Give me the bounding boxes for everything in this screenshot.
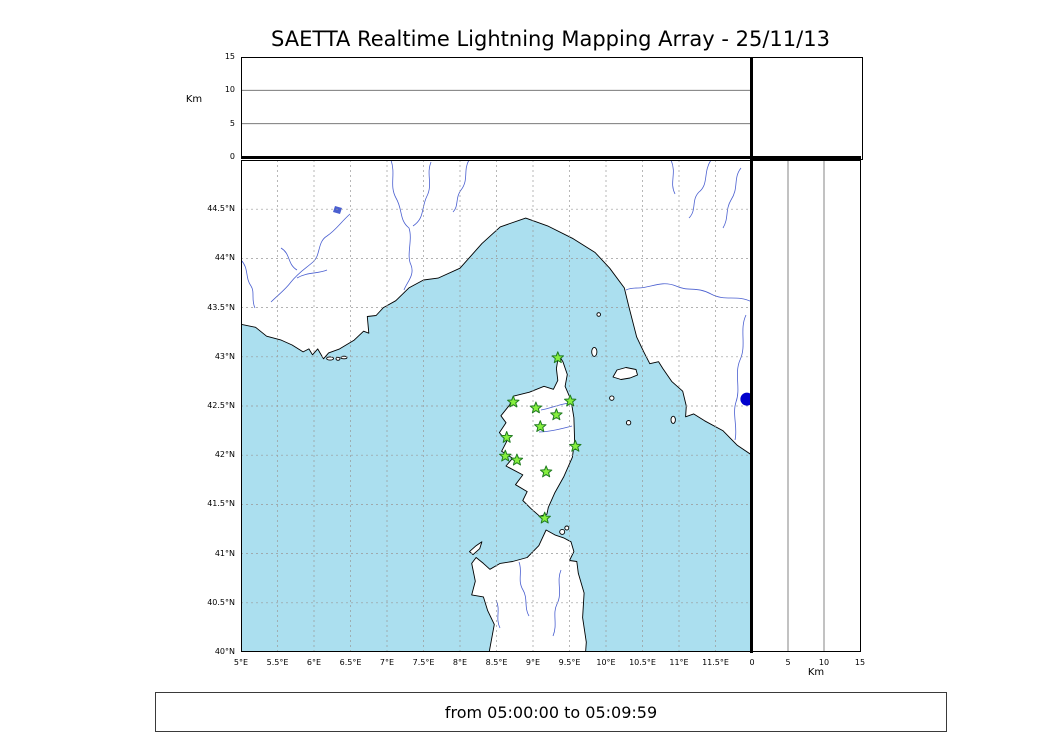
lon-tick-label: 11.5°E xyxy=(702,658,729,667)
right-altitude-axis-label: Km xyxy=(807,667,825,678)
map-gridlines xyxy=(241,160,752,652)
station-star xyxy=(534,420,547,432)
lon-tick-label: 8.5°E xyxy=(485,658,508,667)
lon-tick-label: 7.5°E xyxy=(412,658,435,667)
lat-tick-label: 41°N xyxy=(214,548,235,558)
station-star xyxy=(500,431,513,443)
island-porquerolles xyxy=(326,356,335,361)
station-markers xyxy=(499,351,582,524)
lon-tick-label: 9.5°E xyxy=(558,658,581,667)
lake-serre-poncon xyxy=(333,206,342,214)
river xyxy=(452,160,470,213)
time-range-text: from 05:00:00 to 05:09:59 xyxy=(444,702,658,722)
river xyxy=(241,259,256,309)
river xyxy=(688,160,712,219)
plot-title: SAETTA Realtime Lightning Mapping Array … xyxy=(271,27,830,51)
map-panel xyxy=(241,160,752,652)
station-star xyxy=(529,401,543,414)
lat-tick-label: 40°N xyxy=(214,647,235,656)
station-star xyxy=(510,453,524,466)
river xyxy=(296,269,328,279)
station-star xyxy=(551,351,564,364)
right-panel-gridlines xyxy=(787,160,825,652)
island-maddalena xyxy=(559,528,566,535)
river xyxy=(540,402,570,411)
event-markers xyxy=(740,392,752,406)
landmasses xyxy=(241,160,752,652)
river xyxy=(722,167,742,229)
island-port-cros xyxy=(335,356,341,361)
lon-tick-label: 7°E xyxy=(379,658,395,667)
island-maddalena-2 xyxy=(564,525,570,531)
river xyxy=(625,283,752,303)
river xyxy=(412,161,432,227)
altitude-tick-label: 15 xyxy=(224,52,235,61)
lon-tick-label: 9°E xyxy=(525,658,541,667)
island-gorgona xyxy=(596,312,601,317)
island-elba xyxy=(612,367,638,380)
thick-vertical-separator xyxy=(750,57,753,653)
lon-tick-label: 6°E xyxy=(306,658,322,667)
lat-tick-label: 43.5°N xyxy=(207,302,235,312)
lon-tick-label: 11°E xyxy=(669,658,689,667)
lon-tick-label: 10.5°E xyxy=(629,658,656,667)
island-asinara xyxy=(469,541,483,556)
river xyxy=(552,569,562,637)
altitude-longitude-panel xyxy=(241,57,752,157)
altitude-tick-label: 10 xyxy=(818,658,830,667)
island-pianosa xyxy=(609,395,615,401)
river xyxy=(670,160,676,195)
river xyxy=(734,314,747,441)
corner-box xyxy=(752,57,863,160)
lat-tick-label: 43°N xyxy=(214,351,235,361)
river xyxy=(270,213,351,303)
coastline-sardinia xyxy=(471,529,587,652)
station-star xyxy=(564,394,577,407)
lon-tick-label: 10°E xyxy=(596,658,616,667)
station-star xyxy=(539,465,553,478)
lat-tick-label: 42°N xyxy=(214,450,235,460)
lon-tick-label: 5°E xyxy=(233,658,249,667)
lat-tick-label: 42.5°N xyxy=(207,401,235,410)
river xyxy=(390,160,413,291)
river xyxy=(280,247,298,271)
island-giglio xyxy=(670,415,676,424)
altitude-tick-label: 0 xyxy=(749,658,755,667)
altitude-tick-label: 5 xyxy=(785,658,791,667)
lightning-event-dot xyxy=(740,392,752,406)
time-range-box: from 05:00:00 to 05:09:59 xyxy=(155,692,947,732)
lat-tick-label: 44°N xyxy=(214,253,235,263)
altitude-tick-label: 0 xyxy=(229,152,235,161)
station-star xyxy=(538,511,551,524)
coastline-mainland-france-italy xyxy=(241,160,752,456)
altitude-tick-label: 10 xyxy=(224,85,235,95)
rivers xyxy=(241,160,752,637)
lon-tick-label: 5.5°E xyxy=(266,658,289,667)
top-altitude-axis-label: Km xyxy=(185,94,203,105)
lat-tick-label: 44.5°N xyxy=(207,204,235,214)
station-star xyxy=(507,395,520,408)
lon-tick-label: 8°E xyxy=(452,658,468,667)
lat-tick-label: 41.5°N xyxy=(207,499,235,509)
right-panel-background xyxy=(752,160,861,652)
altitude-latitude-panel xyxy=(752,160,861,652)
top-panel-background xyxy=(241,57,752,157)
river xyxy=(518,561,530,617)
island-capraia xyxy=(591,346,598,357)
altitude-tick-label: 15 xyxy=(854,658,866,667)
station-star xyxy=(550,408,563,421)
station-star xyxy=(499,449,512,462)
coastline-corsica xyxy=(498,354,576,517)
altitude-tick-label: 5 xyxy=(229,118,235,128)
lat-tick-label: 40.5°N xyxy=(207,597,235,607)
island-montecristo xyxy=(625,420,632,426)
station-star xyxy=(569,439,582,452)
top-panel-gridlines xyxy=(241,89,752,125)
thick-horizontal-separator xyxy=(241,156,861,159)
lon-tick-label: 6.5°E xyxy=(339,658,362,667)
